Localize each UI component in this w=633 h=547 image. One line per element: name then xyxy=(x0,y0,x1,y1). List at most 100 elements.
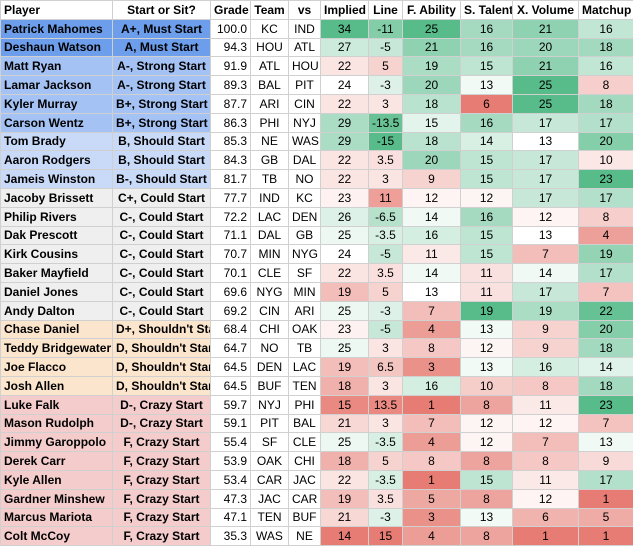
table-cell: 14 xyxy=(402,263,461,283)
table-cell: 19 xyxy=(402,56,461,77)
table-cell: 3 xyxy=(368,169,403,189)
table-cell: 19 xyxy=(320,488,369,509)
table-cell: TEN xyxy=(250,507,289,528)
table-cell: -5 xyxy=(368,319,403,340)
table-cell: DEN xyxy=(250,357,289,377)
table-cell: OAK xyxy=(250,451,289,471)
table-cell: 8 xyxy=(460,451,513,471)
table-cell: 4 xyxy=(578,225,633,246)
table-cell: 84.3 xyxy=(210,150,251,171)
column-header: Start or Sit? xyxy=(112,0,211,20)
table-cell: D, Shouldn't Start xyxy=(112,375,211,396)
table-cell: F, Crazy Start xyxy=(112,488,211,509)
table-cell: 8 xyxy=(460,488,513,509)
table-cell: 18 xyxy=(578,338,633,359)
table-cell: CAR xyxy=(250,469,289,490)
table-cell: NE xyxy=(250,131,289,152)
table-cell: ATL xyxy=(250,56,289,77)
table-cell: F, Crazy Start xyxy=(112,469,211,490)
table-cell: 9 xyxy=(512,338,579,359)
table-cell: 59.7 xyxy=(210,394,251,415)
table-cell: B, Should Start xyxy=(112,131,211,152)
table-row: Lamar Jackson A-, Strong Start 89.3 BAL PIT 2… xyxy=(0,75,633,95)
table-cell: 34 xyxy=(320,18,369,39)
table-cell: -5 xyxy=(368,37,403,58)
column-header: X. Volume xyxy=(512,0,579,20)
table-cell: A+, Must Start xyxy=(112,18,211,39)
table-cell: NYG xyxy=(288,244,321,265)
table-cell: WAS xyxy=(288,131,321,152)
table-cell: NYJ xyxy=(288,112,321,133)
table-cell: Kyler Murray xyxy=(0,93,113,114)
table-cell: 4 xyxy=(402,526,461,547)
table-cell: B+, Strong Start xyxy=(112,112,211,133)
table-cell: IND xyxy=(250,187,289,208)
table-cell: C-, Could Start xyxy=(112,244,211,265)
table-cell: 22 xyxy=(320,93,369,114)
table-cell: 17 xyxy=(512,169,579,189)
table-row: Jameis Winston B-, Should Start 81.7 TB NO 22… xyxy=(0,169,633,189)
table-cell: WAS xyxy=(250,526,289,547)
table-cell: 17 xyxy=(578,187,633,208)
table-cell: PHI xyxy=(288,394,321,415)
table-cell: 23 xyxy=(578,394,633,415)
table-cell: -3.5 xyxy=(368,469,403,490)
table-cell: 86.3 xyxy=(210,112,251,133)
table-cell: -13.5 xyxy=(368,112,403,133)
table-cell: 9 xyxy=(402,169,461,189)
table-cell: D+, Shouldn't Start xyxy=(112,319,211,340)
table-cell: 23 xyxy=(578,169,633,189)
table-row: Teddy Bridgewater D, Shouldn't Start 64.7 N… xyxy=(0,338,633,359)
table-cell: 16 xyxy=(460,37,513,58)
table-cell: MIN xyxy=(288,281,321,302)
table-cell: 5 xyxy=(368,281,403,302)
table-cell: 71.1 xyxy=(210,225,251,246)
table-cell: 10 xyxy=(460,375,513,396)
table-cell: 3.5 xyxy=(368,150,403,171)
table-cell: Colt McCoy xyxy=(0,526,113,547)
table-cell: 8 xyxy=(512,375,579,396)
table-cell: 16 xyxy=(512,357,579,377)
table-cell: GB xyxy=(250,150,289,171)
table-cell: 24 xyxy=(320,244,369,265)
table-cell: 3 xyxy=(402,507,461,528)
table-cell: 20 xyxy=(512,37,579,58)
table-cell: 3.5 xyxy=(368,263,403,283)
table-cell: Dak Prescott xyxy=(0,225,113,246)
table-cell: 3 xyxy=(402,357,461,377)
table-cell: 21 xyxy=(320,507,369,528)
table-cell: 25 xyxy=(512,93,579,114)
table-cell: 64.7 xyxy=(210,338,251,359)
table-cell: 16 xyxy=(578,56,633,77)
table-cell: Jameis Winston xyxy=(0,169,113,189)
table-cell: 7 xyxy=(512,244,579,265)
table-cell: 25 xyxy=(512,75,579,95)
table-cell: CHI xyxy=(288,451,321,471)
table-cell: 10 xyxy=(578,150,633,171)
table-cell: 7 xyxy=(512,432,579,453)
table-cell: 13.5 xyxy=(368,394,403,415)
table-cell: 15 xyxy=(460,244,513,265)
table-cell: C-, Could Start xyxy=(112,225,211,246)
table-cell: 25 xyxy=(320,300,369,321)
table-row: Daniel Jones C-, Could Start 69.6 NYG MIN 19 5… xyxy=(0,281,633,302)
table-cell: 23 xyxy=(320,319,369,340)
table-cell: 29 xyxy=(320,112,369,133)
table-cell: 7 xyxy=(402,300,461,321)
table-cell: 53.4 xyxy=(210,469,251,490)
table-cell: 12 xyxy=(512,413,579,434)
table-cell: 68.4 xyxy=(210,319,251,340)
table-cell: 59.1 xyxy=(210,413,251,434)
table-row: Jacoby Brissett C+, Could Start 77.7 IND KC 2… xyxy=(0,187,633,208)
table-cell: 25 xyxy=(320,432,369,453)
table-cell: SF xyxy=(288,263,321,283)
table-cell: 13 xyxy=(460,507,513,528)
table-cell: Marcus Mariota xyxy=(0,507,113,528)
table-cell: Jacoby Brissett xyxy=(0,187,113,208)
table-cell: 5 xyxy=(368,451,403,471)
table-cell: LAC xyxy=(288,357,321,377)
table-cell: 20 xyxy=(578,319,633,340)
column-header: Player xyxy=(0,0,113,20)
table-row: Gardner Minshew F, Crazy Start 47.3 JAC CAR 1… xyxy=(0,488,633,509)
